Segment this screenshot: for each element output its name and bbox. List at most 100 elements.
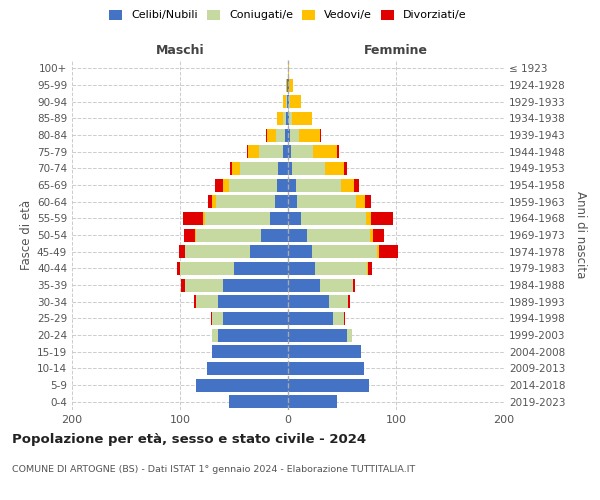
- Bar: [288, 95, 289, 108]
- Bar: [223, 178, 229, 192]
- Bar: [379, 245, 398, 258]
- Bar: [288, 128, 290, 141]
- Bar: [207, 362, 288, 375]
- Legend: Celibi/Nubili, Coniugati/e, Vedovi/e, Divorziati/e: Celibi/Nubili, Coniugati/e, Vedovi/e, Di…: [109, 10, 467, 20]
- Bar: [373, 228, 384, 241]
- Bar: [366, 212, 371, 225]
- Bar: [288, 312, 334, 325]
- Bar: [288, 212, 301, 225]
- Bar: [365, 195, 371, 208]
- Bar: [208, 195, 212, 208]
- Bar: [288, 162, 292, 175]
- Bar: [248, 145, 259, 158]
- Bar: [288, 378, 369, 392]
- Bar: [288, 195, 296, 208]
- Bar: [183, 212, 203, 225]
- Bar: [289, 95, 290, 108]
- Bar: [218, 295, 288, 308]
- Bar: [368, 262, 372, 275]
- Bar: [301, 212, 366, 225]
- Bar: [347, 328, 352, 342]
- Bar: [288, 62, 289, 75]
- Bar: [337, 145, 339, 158]
- Bar: [184, 228, 195, 241]
- Bar: [212, 312, 223, 325]
- Bar: [329, 295, 349, 308]
- Bar: [288, 112, 289, 125]
- Bar: [261, 228, 288, 241]
- Bar: [286, 78, 287, 92]
- Bar: [288, 78, 289, 92]
- Bar: [287, 95, 288, 108]
- Bar: [283, 145, 288, 158]
- Bar: [195, 228, 196, 241]
- Bar: [266, 128, 268, 141]
- Bar: [196, 295, 218, 308]
- Bar: [344, 312, 345, 325]
- Bar: [286, 112, 288, 125]
- Bar: [325, 162, 344, 175]
- Bar: [344, 162, 347, 175]
- Bar: [211, 312, 212, 325]
- Bar: [320, 128, 322, 141]
- Bar: [234, 262, 288, 275]
- Y-axis label: Anni di nascita: Anni di nascita: [574, 192, 587, 278]
- Bar: [287, 78, 288, 92]
- Bar: [180, 262, 234, 275]
- Bar: [341, 178, 354, 192]
- Text: Maschi: Maschi: [155, 44, 205, 57]
- Bar: [315, 262, 367, 275]
- Bar: [205, 212, 269, 225]
- Y-axis label: Fasce di età: Fasce di età: [20, 200, 33, 270]
- Bar: [288, 262, 315, 275]
- Bar: [370, 228, 373, 241]
- Bar: [307, 228, 370, 241]
- Bar: [283, 95, 286, 108]
- Bar: [250, 245, 288, 258]
- Bar: [285, 128, 288, 141]
- Bar: [185, 245, 250, 258]
- Bar: [212, 195, 215, 208]
- Bar: [277, 112, 283, 125]
- Bar: [296, 195, 356, 208]
- Bar: [275, 195, 288, 208]
- Bar: [185, 278, 223, 291]
- Bar: [218, 328, 288, 342]
- Bar: [291, 145, 313, 158]
- Bar: [312, 245, 377, 258]
- Bar: [313, 145, 337, 158]
- Bar: [230, 162, 232, 175]
- Bar: [288, 278, 320, 291]
- Bar: [334, 312, 344, 325]
- Bar: [371, 212, 393, 225]
- Text: Femmine: Femmine: [364, 44, 428, 57]
- Bar: [288, 178, 296, 192]
- Bar: [212, 328, 218, 342]
- Bar: [288, 362, 364, 375]
- Bar: [354, 178, 359, 192]
- Text: Popolazione per età, sesso e stato civile - 2024: Popolazione per età, sesso e stato civil…: [12, 432, 366, 446]
- Bar: [269, 212, 288, 225]
- Bar: [292, 112, 312, 125]
- Bar: [223, 312, 288, 325]
- Bar: [177, 262, 180, 275]
- Bar: [290, 128, 299, 141]
- Bar: [196, 228, 261, 241]
- Bar: [247, 145, 248, 158]
- Text: COMUNE DI ARTOGNE (BS) - Dati ISTAT 1° gennaio 2024 - Elaborazione TUTTITALIA.IT: COMUNE DI ARTOGNE (BS) - Dati ISTAT 1° g…: [12, 466, 415, 474]
- Bar: [320, 278, 353, 291]
- Bar: [288, 245, 312, 258]
- Bar: [203, 212, 205, 225]
- Bar: [181, 278, 185, 291]
- Bar: [215, 195, 275, 208]
- Bar: [223, 278, 288, 291]
- Bar: [288, 328, 347, 342]
- Bar: [241, 162, 278, 175]
- Bar: [229, 395, 288, 408]
- Bar: [215, 178, 223, 192]
- Bar: [288, 228, 307, 241]
- Bar: [367, 262, 368, 275]
- Bar: [299, 128, 320, 141]
- Bar: [196, 378, 288, 392]
- Bar: [356, 195, 365, 208]
